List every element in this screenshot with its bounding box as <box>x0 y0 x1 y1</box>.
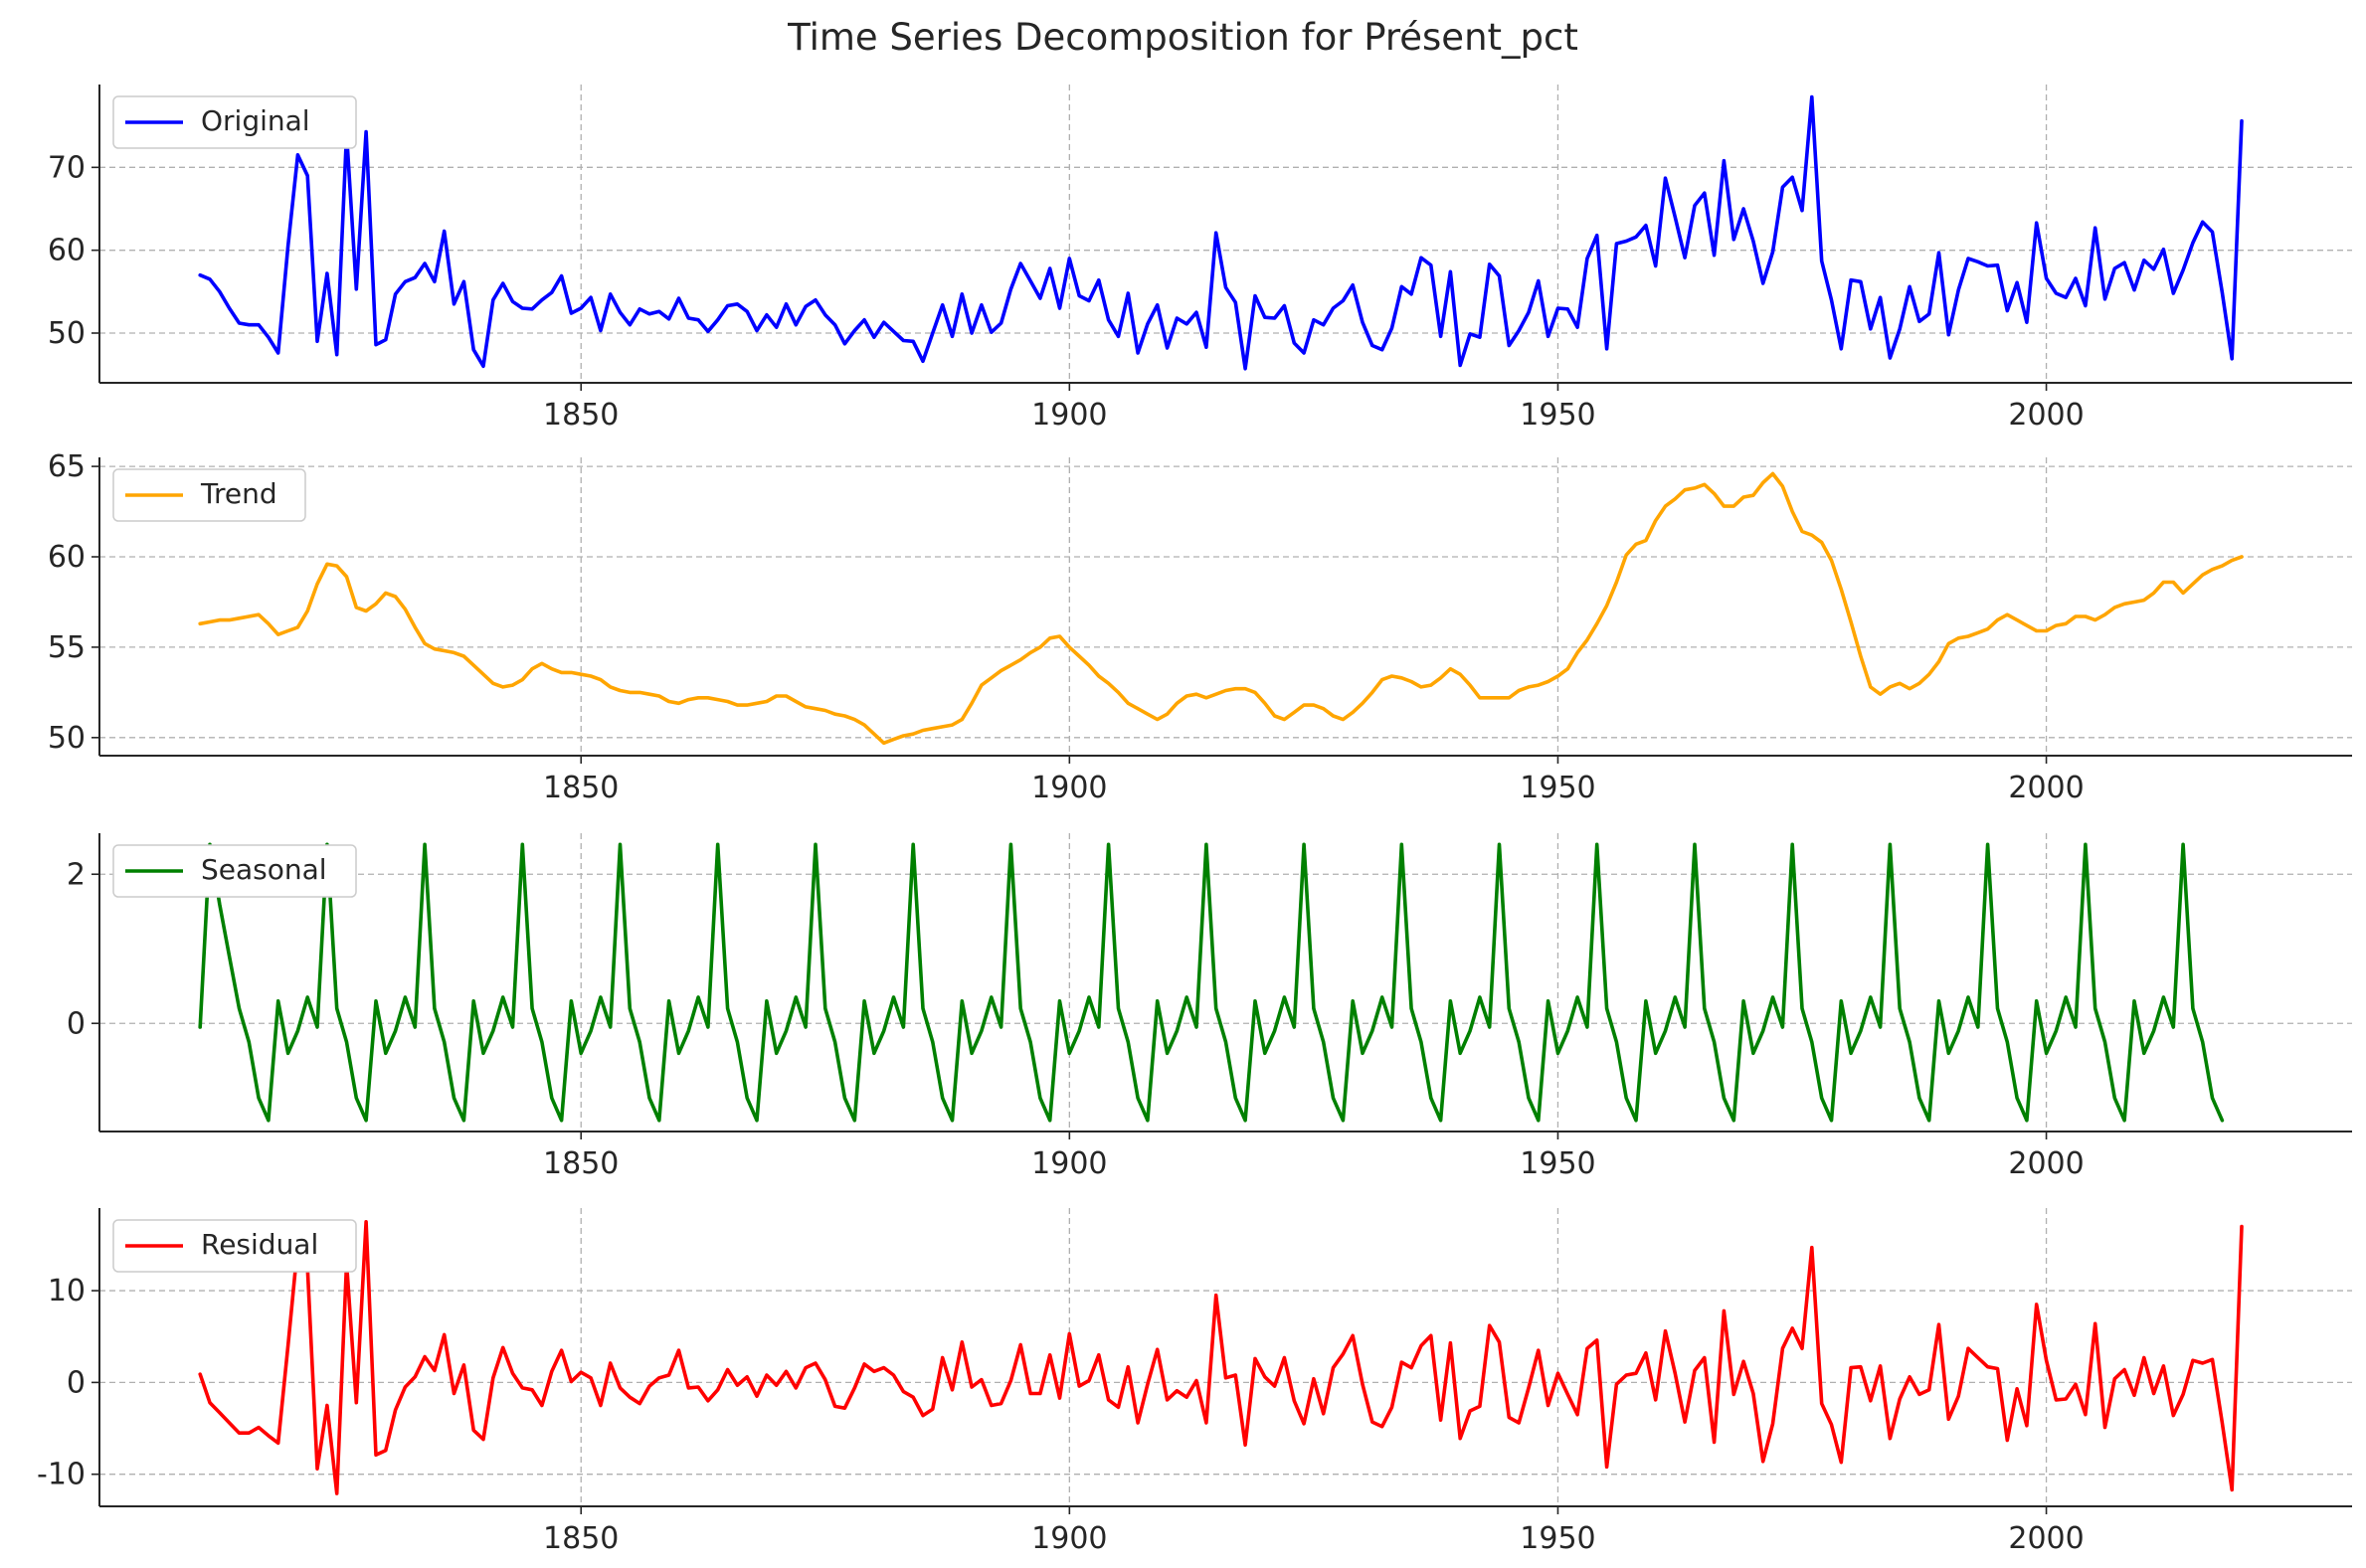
legend-label: Residual <box>201 1228 318 1261</box>
x-tick-label: 1900 <box>1031 771 1107 805</box>
x-tick-label: 1900 <box>1031 1521 1107 1556</box>
y-tick-label: 50 <box>48 721 86 756</box>
y-tick-label: 60 <box>48 540 86 575</box>
x-tick-label: 1950 <box>1520 1521 1595 1556</box>
original-panel: 1850 1900 1950 2000 50 60 70 Original <box>48 85 2352 433</box>
seasonal-legend: Seasonal <box>112 844 357 898</box>
x-tick-label: 1950 <box>1520 771 1595 805</box>
legend-label: Original <box>201 104 310 137</box>
residual-panel: 1850 1900 1950 2000 -10 0 10 Residual <box>37 1208 2352 1556</box>
original-series-line <box>198 94 2244 371</box>
y-tick-label: 0 <box>67 1006 86 1041</box>
x-tick-label: 1850 <box>543 771 619 805</box>
legend-box <box>112 844 357 898</box>
y-tick-label: 2 <box>67 857 86 892</box>
y-tick-label: 60 <box>48 234 86 268</box>
seasonal-series-line <box>198 842 2225 1123</box>
y-tick-label: 70 <box>48 150 86 185</box>
chart-title: Time Series Decomposition for Présent_pc… <box>787 16 1578 59</box>
legend-label: Trend <box>200 477 277 510</box>
y-tick-label: 50 <box>48 316 86 351</box>
x-tick-label: 2000 <box>2008 1146 2084 1181</box>
x-tick-label: 2000 <box>2008 398 2084 433</box>
y-tick-label: 0 <box>67 1365 86 1400</box>
y-tick-label: 10 <box>48 1274 86 1308</box>
y-tick-label: -10 <box>37 1458 86 1492</box>
trend-series-line <box>198 471 2244 746</box>
trend-legend: Trend <box>112 468 306 522</box>
legend-label: Seasonal <box>201 853 327 886</box>
original-legend: Original <box>112 95 357 149</box>
x-tick-label: 1850 <box>543 1521 619 1556</box>
x-tick-label: 1850 <box>543 398 619 433</box>
y-tick-label: 65 <box>48 449 86 484</box>
x-tick-label: 1850 <box>543 1146 619 1181</box>
x-tick-label: 1900 <box>1031 1146 1107 1181</box>
x-tick-label: 1950 <box>1520 398 1595 433</box>
x-tick-label: 1900 <box>1031 398 1107 433</box>
legend-box <box>112 1219 357 1273</box>
residual-legend: Residual <box>112 1219 357 1273</box>
seasonal-panel: 1850 1900 1950 2000 0 2 Seasonal <box>67 833 2352 1181</box>
x-tick-label: 1950 <box>1520 1146 1595 1181</box>
y-tick-label: 55 <box>48 630 86 665</box>
x-tick-label: 2000 <box>2008 1521 2084 1556</box>
panels-container: 1850 1900 1950 2000 50 60 70 Original 1850 1900 19… <box>37 85 2352 1556</box>
legend-box <box>112 468 306 522</box>
trend-panel: 1850 1900 1950 2000 50 55 60 65 Trend <box>48 449 2352 805</box>
legend-box <box>112 95 357 149</box>
residual-series-line <box>198 1220 2244 1495</box>
x-tick-label: 2000 <box>2008 771 2084 805</box>
